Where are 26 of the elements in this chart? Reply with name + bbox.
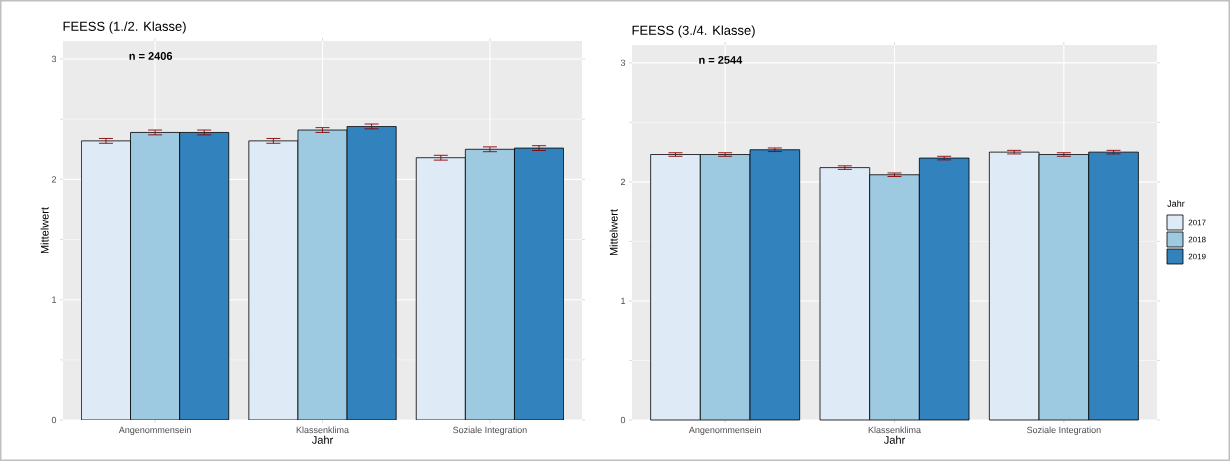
x-tick-label: Soziale Integration — [1027, 426, 1101, 435]
y-axis-title: Mittelwert — [40, 207, 49, 254]
x-tick-label: Klassenklima — [868, 426, 922, 434]
legend-label: 2018 — [1188, 236, 1206, 243]
y-tick-label: 1 — [52, 296, 57, 303]
legend-label: 2019 — [1188, 253, 1206, 260]
y-tick-label: 3 — [51, 55, 57, 63]
x-tick-label: Angenommensein — [118, 426, 191, 435]
chart-title: FEESS (1./2. Klasse) — [63, 21, 186, 34]
y-tick-label: 0 — [51, 416, 57, 424]
chart-title: FEESS (3./4. Klasse) — [632, 25, 755, 38]
y-tick-label: 2 — [51, 176, 57, 183]
y-tick-label: 3 — [620, 59, 626, 67]
y-tick-label: 2 — [620, 178, 626, 186]
y-axis-title: Mittelwert — [609, 209, 618, 256]
y-tick-label: 1 — [621, 297, 626, 305]
y-tick-label: 0 — [620, 416, 626, 424]
x-axis-title: Jahr — [311, 435, 334, 444]
x-axis-title: Jahr — [883, 435, 906, 444]
x-tick-label: Angenommensein — [688, 426, 761, 435]
x-tick-label: Soziale Integration — [453, 426, 527, 435]
annotation: n = 2406 — [129, 52, 173, 60]
x-tick-label: Klassenklima — [296, 426, 349, 434]
legend-title: Jahr — [1167, 200, 1185, 207]
annotation: n = 2544 — [699, 56, 743, 64]
legend-label: 2017 — [1188, 219, 1206, 226]
